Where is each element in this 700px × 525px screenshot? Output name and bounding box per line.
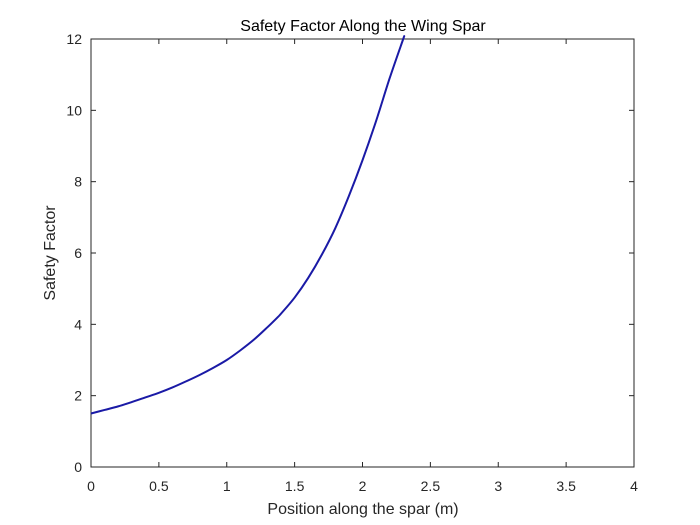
y-tick-label: 6 xyxy=(74,245,82,261)
x-tick-label: 1.5 xyxy=(285,478,305,494)
y-tick-label: 10 xyxy=(66,102,82,118)
y-tick-label: 2 xyxy=(74,388,82,404)
y-tick-label: 8 xyxy=(74,174,82,190)
y-tick-label: 0 xyxy=(74,459,82,475)
axis-tick-labels: 0 0.5 1 1.5 2 2.5 3 3.5 4 0 2 4 6 8 10 12 xyxy=(66,31,638,494)
x-tick-label: 0 xyxy=(87,478,95,494)
series-line xyxy=(90,35,406,415)
y-tick-label: 4 xyxy=(74,316,82,332)
chart-title: Safety Factor Along the Wing Spar xyxy=(240,18,486,35)
x-tick-label: 3.5 xyxy=(556,478,576,494)
x-tick-label: 4 xyxy=(630,478,638,494)
x-tick-label: 2 xyxy=(359,478,367,494)
x-tick-label: 1 xyxy=(223,478,231,494)
x-tick-label: 2.5 xyxy=(421,478,441,494)
plot-area xyxy=(90,38,635,468)
y-tick-label: 12 xyxy=(66,31,82,47)
x-axis-title: Position along the spar (m) xyxy=(267,501,458,518)
x-tick-label: 3 xyxy=(494,478,502,494)
x-tick-label: 0.5 xyxy=(149,478,169,494)
y-axis-title: Safety Factor xyxy=(42,205,59,301)
axis-ticks xyxy=(90,38,635,468)
